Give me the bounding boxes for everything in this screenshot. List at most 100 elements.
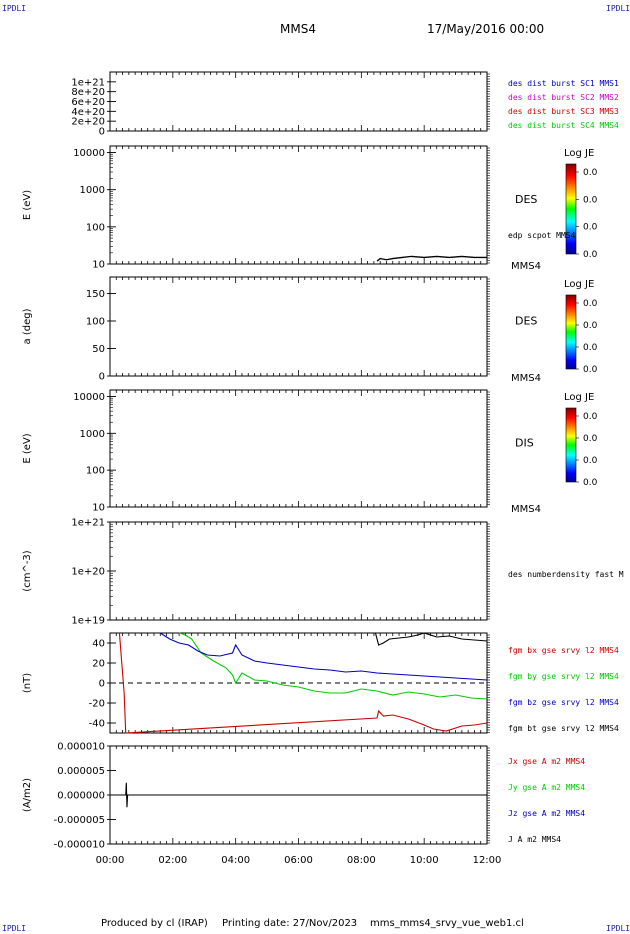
legend-entry: fgm bz gse srvy l2 MMS4	[508, 698, 619, 707]
colorbar	[565, 407, 577, 483]
y-axis-label: a (deg)	[22, 308, 33, 344]
y-tick-label: 50	[92, 344, 105, 355]
colorbar-title: Log JE	[564, 392, 594, 403]
legend-entry: des dist burst SC1 MMS1	[508, 79, 619, 88]
panel-frame-dis-energy	[109, 389, 488, 508]
y-tick-label: 1e+21	[71, 518, 105, 529]
corner-label-left: IPDLI	[2, 4, 27, 13]
colorbar-tick-label: 0.0	[583, 365, 598, 375]
legend-entry: J A m2 MMS4	[508, 835, 561, 844]
colorbar-tick-label: 0.0	[583, 321, 598, 331]
y-tick-label: -0.000010	[54, 840, 105, 851]
series-line	[374, 632, 488, 646]
y-tick-label: 1000	[80, 429, 105, 440]
y-tick-label: 1e+21	[71, 77, 105, 88]
y-tick-label: 0	[99, 372, 105, 383]
legend-entry: Jz gse A m2 MMS4	[508, 809, 585, 818]
legend-entry: fgm bt gse srvy l2 MMS4	[508, 724, 619, 733]
series-line	[118, 632, 488, 734]
colorbar	[565, 163, 577, 255]
y-tick-label: -40	[89, 719, 105, 730]
colorbar-tick-label: 0.0	[583, 195, 598, 205]
y-tick-label: -0.000005	[54, 815, 105, 826]
colorbar-tick-label: 0.0	[583, 412, 598, 422]
legend-entry: fgm bx gse srvy l2 MMS4	[508, 646, 619, 655]
time-tick-label: 04:00	[221, 855, 250, 866]
time-tick-label: 10:00	[410, 855, 439, 866]
y-axis-label: (nT)	[22, 673, 33, 693]
overlay-label: edp scpot MMS4	[508, 231, 576, 240]
legend-entry: des dist burst SC2 MMS2	[508, 93, 619, 102]
y-tick-label: 8e+20	[71, 87, 105, 98]
panel-side-label: DES	[515, 315, 537, 328]
y-axis-label: E (eV)	[22, 190, 33, 220]
overlay-line	[376, 255, 487, 262]
y-tick-label: -20	[89, 699, 105, 710]
colorbar-tick-label: 0.0	[583, 456, 598, 466]
y-tick-label: 1e+20	[71, 567, 105, 578]
panel-frame-density	[109, 521, 488, 621]
time-tick-label: 08:00	[347, 855, 376, 866]
colorbar-tick-label: 0.0	[583, 168, 598, 178]
panel-instrument-label: MMS4	[511, 504, 541, 515]
y-tick-label: 1000	[80, 185, 105, 196]
corner-label-right: IPDLI	[606, 4, 630, 13]
legend-entry: Jx gse A m2 MMS4	[508, 757, 585, 766]
y-axis-label: (cm^-3)	[22, 550, 33, 591]
colorbar-tick-label: 0.0	[583, 223, 598, 233]
y-tick-label: 10	[92, 503, 105, 514]
time-tick-label: 12:00	[473, 855, 502, 866]
footer-printing-date: Printing date: 27/Nov/2023	[222, 918, 358, 929]
footer-filename: mms_mms4_srvy_vue_web1.cl	[370, 918, 524, 929]
y-tick-label: 4e+20	[71, 107, 105, 118]
panel-side-label: DES	[515, 193, 537, 206]
legend-entry: des dist burst SC3 MMS3	[508, 107, 619, 116]
colorbar-tick-label: 0.0	[583, 299, 598, 309]
legend-entry: des numberdensity fast M	[508, 570, 624, 579]
panel-frame-des-energy	[109, 145, 488, 265]
footer-produced: Produced by cl (IRAP)	[101, 918, 208, 929]
legend-entry: des dist burst SC4 MMS4	[508, 121, 619, 130]
colorbar-tick-label: 0.0	[583, 434, 598, 444]
y-tick-label: 2e+20	[71, 117, 105, 128]
spacecraft-title: MMS4	[280, 22, 316, 36]
colorbar-title: Log JE	[564, 279, 594, 290]
y-tick-label: 40	[92, 639, 105, 650]
panel-instrument-label: MMS4	[511, 373, 541, 384]
y-tick-label: 6e+20	[71, 97, 105, 108]
footer-corner-left: IPDLI	[2, 924, 27, 933]
y-tick-label: 20	[92, 659, 105, 670]
panel-frame-dist	[109, 71, 488, 132]
time-tick-label: 00:00	[96, 855, 125, 866]
y-tick-label: 100	[86, 466, 105, 477]
colorbar-tick-label: 0.0	[583, 250, 598, 260]
y-tick-label: 1e+19	[71, 616, 105, 627]
plot-date: 17/May/2016 00:00	[427, 22, 545, 36]
y-tick-label: 10	[92, 260, 105, 271]
footer-corner-right: IPDLI	[606, 924, 630, 933]
y-tick-label: 0.000005	[57, 766, 105, 777]
series-line	[159, 632, 488, 681]
panel-side-label: DIS	[515, 437, 534, 450]
time-tick-label: 06:00	[284, 855, 313, 866]
y-axis-label: (A/m2)	[22, 778, 33, 812]
colorbar-title: Log JE	[564, 148, 594, 159]
y-tick-label: 0.000010	[57, 742, 105, 753]
legend-entry: fgm by gse srvy l2 MMS4	[508, 672, 619, 681]
panel-instrument-label: MMS4	[511, 261, 541, 272]
y-tick-label: 0	[99, 679, 105, 690]
y-tick-label: 10000	[73, 148, 105, 159]
colorbar-tick-label: 0.0	[583, 478, 598, 488]
colorbar	[565, 294, 577, 370]
y-tick-label: 0.000000	[57, 791, 105, 802]
colorbar-tick-label: 0.0	[583, 343, 598, 353]
series-line	[178, 632, 488, 700]
panel-frame-des-pitch	[109, 276, 488, 377]
y-axis-label: E (eV)	[22, 433, 33, 463]
time-tick-label: 02:00	[158, 855, 187, 866]
y-tick-label: 150	[86, 289, 105, 300]
y-tick-label: 100	[86, 222, 105, 233]
series-line	[110, 782, 487, 808]
y-tick-label: 10000	[73, 392, 105, 403]
